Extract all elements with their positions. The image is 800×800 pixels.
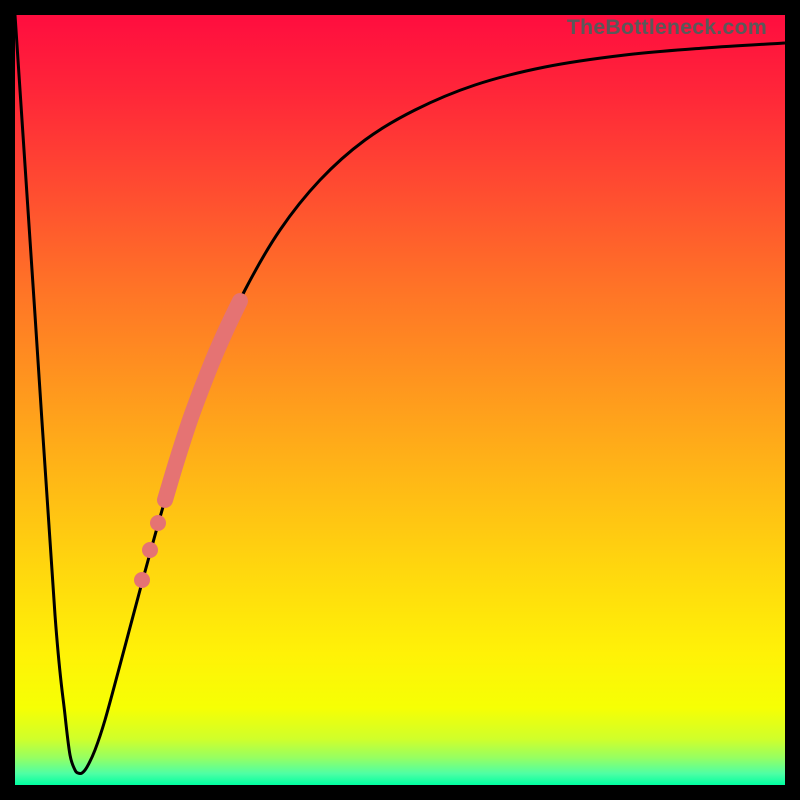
chart-frame: TheBottleneck.com xyxy=(0,0,800,800)
gradient-background xyxy=(15,15,785,785)
plot-area: TheBottleneck.com xyxy=(15,15,785,785)
watermark-text: TheBottleneck.com xyxy=(567,15,767,40)
